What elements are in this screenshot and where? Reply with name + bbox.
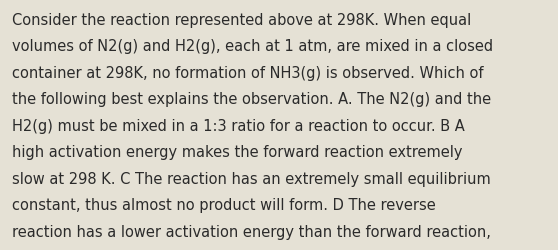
Text: constant, thus almost no product will form. D The reverse: constant, thus almost no product will fo…: [12, 198, 436, 213]
Text: Consider the reaction represented above at 298K. When equal: Consider the reaction represented above …: [12, 13, 472, 28]
Text: the following best explains the observation. A. The N2(g) and the: the following best explains the observat…: [12, 92, 491, 107]
Text: H2(g) must be mixed in a 1:3 ratio for a reaction to occur. B A: H2(g) must be mixed in a 1:3 ratio for a…: [12, 118, 465, 134]
Text: slow at 298 K. C The reaction has an extremely small equilibrium: slow at 298 K. C The reaction has an ext…: [12, 171, 490, 186]
Text: high activation energy makes the forward reaction extremely: high activation energy makes the forward…: [12, 145, 463, 160]
Text: volumes of N2(g) and H2(g), each at 1 atm, are mixed in a closed: volumes of N2(g) and H2(g), each at 1 at…: [12, 39, 493, 54]
Text: reaction has a lower activation energy than the forward reaction,: reaction has a lower activation energy t…: [12, 224, 491, 239]
Text: container at 298K, no formation of NH3(g) is observed. Which of: container at 298K, no formation of NH3(g…: [12, 66, 483, 81]
